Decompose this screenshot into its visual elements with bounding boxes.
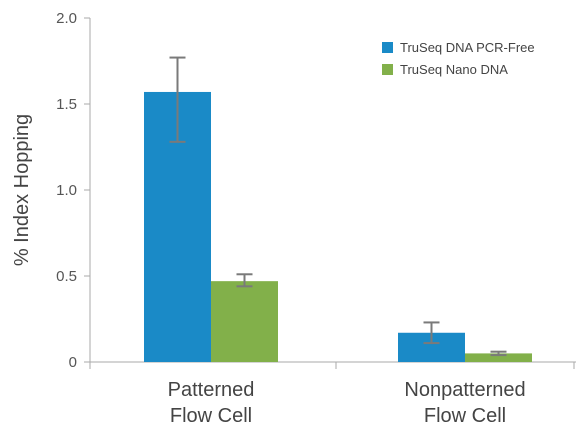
legend-label: TruSeq Nano DNA <box>400 62 508 77</box>
y-tick-label: 1.0 <box>56 182 77 199</box>
legend-swatch <box>382 42 393 53</box>
legend-swatch <box>382 64 393 75</box>
x-category-label: Flow Cell <box>424 405 506 426</box>
legend-label: TruSeq DNA PCR-Free <box>400 40 535 55</box>
x-category-label: Flow Cell <box>170 405 252 426</box>
bars <box>144 91 532 363</box>
axis-labels: % Index Hopping Patterned Flow Cell Nonpat… <box>11 114 526 426</box>
bar <box>211 281 278 362</box>
y-tick-label: 0 <box>69 354 77 371</box>
y-tick-label: 1.5 <box>56 96 77 113</box>
y-axis-label: % Index Hopping <box>11 114 33 266</box>
legend: TruSeq DNA PCR-Free TruSeq Nano DNA <box>382 40 535 77</box>
x-category-label: Patterned <box>168 379 255 401</box>
y-tick-label: 2.0 <box>56 10 77 27</box>
error-bars <box>169 56 507 357</box>
x-category-label: Nonpatterned <box>404 379 525 401</box>
y-tick-label: 0.5 <box>56 268 77 285</box>
bar <box>465 353 532 362</box>
